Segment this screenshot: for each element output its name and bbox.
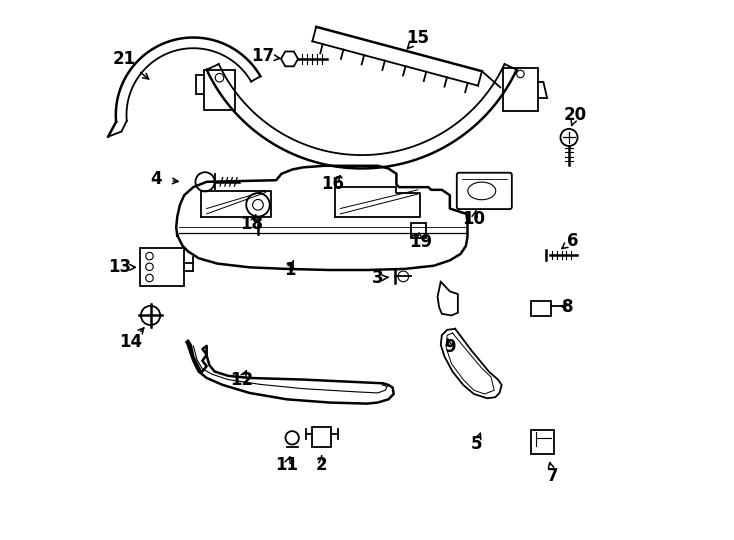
Text: 3: 3 bbox=[372, 269, 383, 287]
FancyBboxPatch shape bbox=[504, 68, 538, 111]
Text: 19: 19 bbox=[409, 233, 432, 251]
Text: 8: 8 bbox=[562, 299, 573, 316]
Text: 15: 15 bbox=[407, 29, 429, 46]
Text: 10: 10 bbox=[462, 210, 485, 228]
FancyBboxPatch shape bbox=[531, 430, 553, 454]
Text: 14: 14 bbox=[119, 333, 142, 351]
FancyBboxPatch shape bbox=[312, 427, 331, 448]
Text: 1: 1 bbox=[284, 261, 295, 279]
FancyBboxPatch shape bbox=[204, 70, 235, 110]
FancyBboxPatch shape bbox=[531, 301, 551, 316]
Text: 20: 20 bbox=[564, 106, 587, 124]
Text: 12: 12 bbox=[230, 370, 253, 389]
Text: 13: 13 bbox=[109, 258, 131, 276]
Text: 16: 16 bbox=[321, 176, 344, 193]
Text: 11: 11 bbox=[275, 456, 298, 474]
Text: 6: 6 bbox=[567, 232, 578, 249]
Text: 21: 21 bbox=[112, 50, 135, 68]
FancyBboxPatch shape bbox=[457, 173, 512, 209]
Text: 18: 18 bbox=[241, 214, 264, 233]
Text: 9: 9 bbox=[444, 339, 456, 356]
FancyBboxPatch shape bbox=[411, 223, 426, 238]
Text: 17: 17 bbox=[251, 47, 275, 65]
Text: 7: 7 bbox=[547, 467, 559, 485]
Text: 2: 2 bbox=[316, 456, 327, 474]
Text: 4: 4 bbox=[150, 170, 161, 188]
Text: 5: 5 bbox=[470, 435, 482, 453]
FancyBboxPatch shape bbox=[140, 247, 184, 286]
